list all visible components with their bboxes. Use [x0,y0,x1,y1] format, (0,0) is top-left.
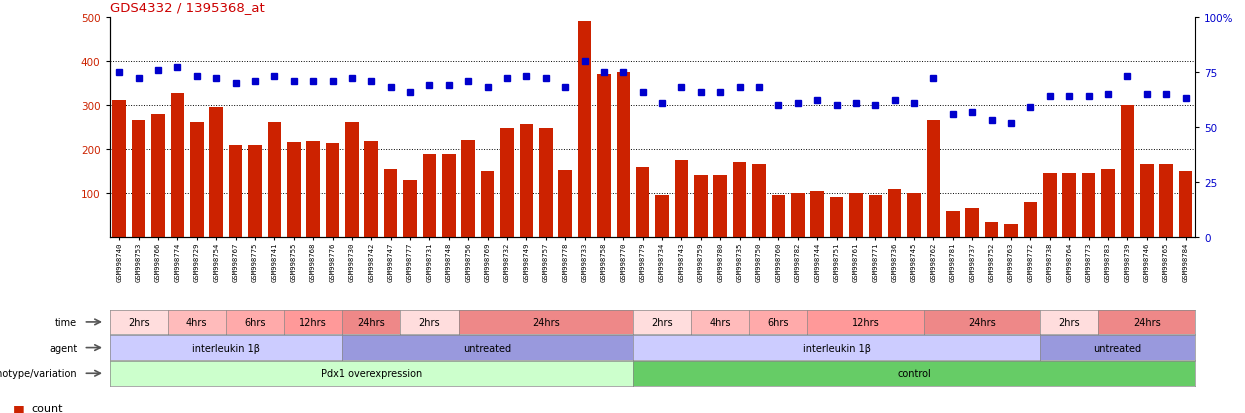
Bar [578,22,591,237]
Bar [946,211,960,237]
Text: genotype/variation: genotype/variation [0,368,77,378]
Bar [926,121,940,237]
Bar [636,167,650,237]
Bar [810,191,824,237]
Bar [558,170,571,237]
Bar [286,142,300,237]
Bar [248,146,261,237]
Bar [1082,174,1096,237]
Bar [326,144,340,237]
Text: 24hrs: 24hrs [357,317,385,327]
Bar [888,189,901,237]
Text: untreated: untreated [1093,343,1142,353]
Text: time: time [55,317,77,327]
Text: control: control [898,368,931,378]
Text: interleukin 1β: interleukin 1β [803,343,870,353]
Bar [1005,224,1018,237]
Bar [539,128,553,237]
Text: 4hrs: 4hrs [186,317,208,327]
Bar [1159,165,1173,237]
Text: 12hrs: 12hrs [299,317,327,327]
Bar [190,122,204,237]
Bar [365,141,378,237]
Bar [132,121,146,237]
Text: Pdx1 overexpression: Pdx1 overexpression [321,368,422,378]
Bar [151,114,164,237]
Bar [655,196,669,237]
Bar [306,142,320,237]
Text: 4hrs: 4hrs [710,317,731,327]
Bar [422,155,436,237]
Bar [442,155,456,237]
Bar [462,141,476,237]
Bar [403,180,417,237]
Bar [675,161,688,237]
Bar [829,198,843,237]
Bar [908,194,921,237]
Bar [1120,106,1134,237]
Bar [112,101,126,237]
Bar [345,122,359,237]
Text: count: count [31,404,62,413]
Bar [1043,174,1057,237]
Bar [985,222,998,237]
Bar [229,146,243,237]
Text: 2hrs: 2hrs [418,317,441,327]
Bar [752,165,766,237]
Bar [965,209,979,237]
Bar [1062,174,1076,237]
Text: 2hrs: 2hrs [1058,317,1079,327]
Text: interleukin 1β: interleukin 1β [192,343,260,353]
Bar [791,194,804,237]
Text: 24hrs: 24hrs [532,317,560,327]
Bar [869,196,883,237]
Bar [713,176,727,237]
Bar [209,108,223,237]
Bar [1140,165,1154,237]
Bar [383,169,397,237]
Bar [500,128,514,237]
Bar [598,75,611,237]
Bar [733,163,747,237]
Text: 12hrs: 12hrs [852,317,879,327]
Text: agent: agent [49,343,77,353]
Bar [772,196,786,237]
Bar [171,93,184,237]
Bar [519,125,533,237]
Bar [268,122,281,237]
Text: GDS4332 / 1395368_at: GDS4332 / 1395368_at [110,1,264,14]
Bar [1101,169,1114,237]
Bar [481,171,494,237]
Text: 6hrs: 6hrs [244,317,265,327]
Text: 24hrs: 24hrs [1133,317,1160,327]
Bar [849,194,863,237]
Text: untreated: untreated [463,343,512,353]
Bar [1179,171,1193,237]
Text: 2hrs: 2hrs [128,317,149,327]
Bar [616,73,630,237]
Text: 6hrs: 6hrs [768,317,789,327]
Bar [1023,202,1037,237]
Text: 24hrs: 24hrs [969,317,996,327]
Text: ■: ■ [12,402,24,413]
Bar [693,176,707,237]
Text: 2hrs: 2hrs [651,317,672,327]
